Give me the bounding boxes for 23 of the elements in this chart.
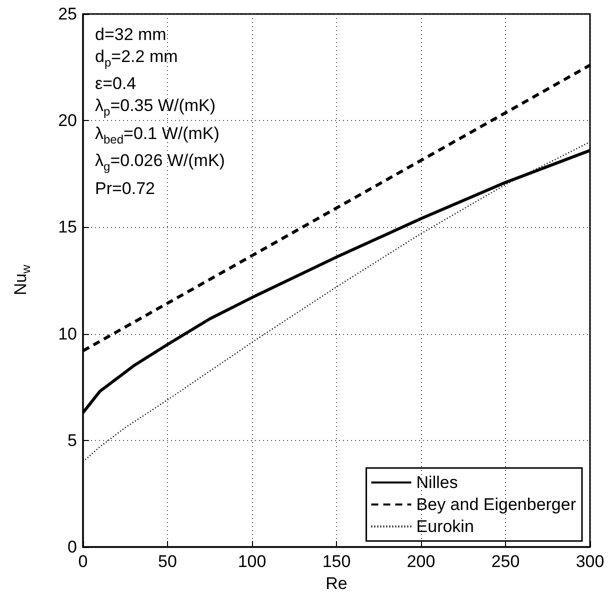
legend-label: Eurokin: [416, 517, 474, 536]
annotation: λ$_{p}$=0.35 W/(mK): [95, 95, 217, 121]
x-axis-title: Re: [326, 574, 348, 593]
annotation: ε=0.4: [95, 73, 138, 96]
x-tick-label: 200: [406, 552, 436, 571]
y-tick-label: 5: [68, 430, 77, 450]
x-tick-label: 100: [238, 552, 266, 571]
annotation: d=32 mm: [95, 24, 168, 46]
annotation: λ$_{g}$=0.026 W/(mK): [95, 150, 225, 176]
y-tick-label: 10: [58, 324, 77, 344]
x-tick-label: 250: [491, 552, 520, 571]
x-tick-label: 50: [158, 552, 177, 571]
annotation: Pr=0.72: [95, 178, 156, 200]
y-tick-label: 15: [58, 218, 77, 237]
y-tick-label: 25: [58, 4, 77, 24]
legend-label: Nilles: [416, 473, 458, 492]
annotation: d$_{p}$=2.2 mm: [95, 46, 179, 72]
y-tick-label: 0: [68, 538, 77, 556]
x-tick-label: 150: [322, 552, 351, 571]
legend-label: Bey and Eigenberger: [416, 495, 576, 514]
y-tick-label: 20: [58, 111, 77, 130]
annotation: λ$_{bed}$=0.1 W/(mK): [95, 122, 220, 148]
x-tick-label: 300: [576, 552, 604, 571]
